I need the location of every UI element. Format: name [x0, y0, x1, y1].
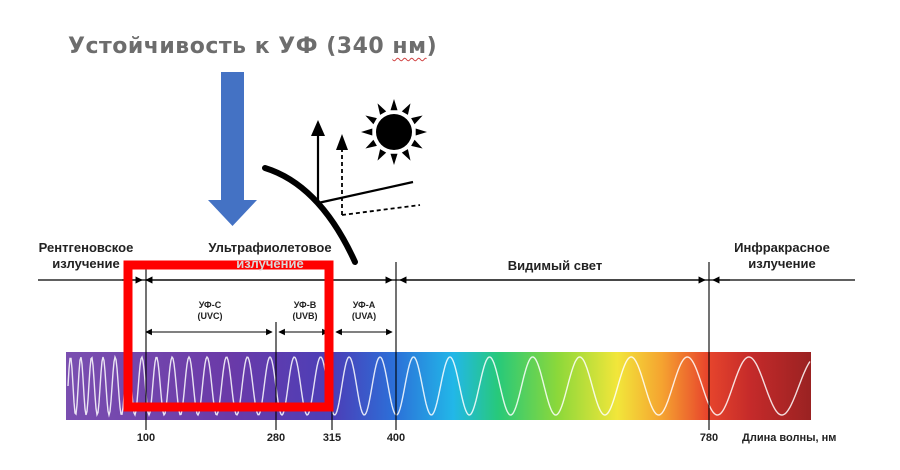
- sun-ray: [365, 115, 377, 125]
- xray-label: Рентгеновское излучение: [38, 240, 134, 271]
- sun-ray: [411, 115, 423, 125]
- sun-ray: [415, 128, 427, 136]
- sun-ray: [377, 149, 387, 161]
- reflection-arrows-icon: [262, 120, 421, 265]
- tick-780: 780: [699, 432, 719, 444]
- wave-line: [67, 354, 811, 418]
- down-arrow-icon: [208, 72, 257, 226]
- sun-ray: [361, 128, 373, 136]
- sun-ray: [377, 103, 387, 115]
- uv-highlight-box: [123, 260, 334, 412]
- axis-label: Длина волны, нм: [742, 432, 837, 444]
- sun-ray: [390, 99, 398, 111]
- sun-ray: [411, 139, 423, 149]
- tick-100: 100: [136, 432, 156, 444]
- sun-ray: [365, 139, 377, 149]
- uva-label: УФ-А (UVA): [351, 300, 377, 321]
- tick-280: 280: [266, 432, 286, 444]
- uvb-label: УФ-В (UVB): [292, 300, 318, 321]
- visible-label: Видимый свет: [507, 258, 603, 273]
- uvc-label: УФ-С (UVC): [197, 300, 223, 321]
- sun-ray: [390, 153, 398, 165]
- ir-label: Инфракрасное излучение: [734, 240, 830, 271]
- sun-ray: [401, 103, 411, 115]
- page-title: Устойчивость к УФ (340 нм): [68, 34, 438, 59]
- tick-400: 400: [386, 432, 406, 444]
- sun-ray: [401, 149, 411, 161]
- sun-icon: [361, 99, 427, 165]
- uv-label: Ультрафиолетовое излучение: [208, 240, 332, 271]
- tick-315: 315: [322, 432, 342, 444]
